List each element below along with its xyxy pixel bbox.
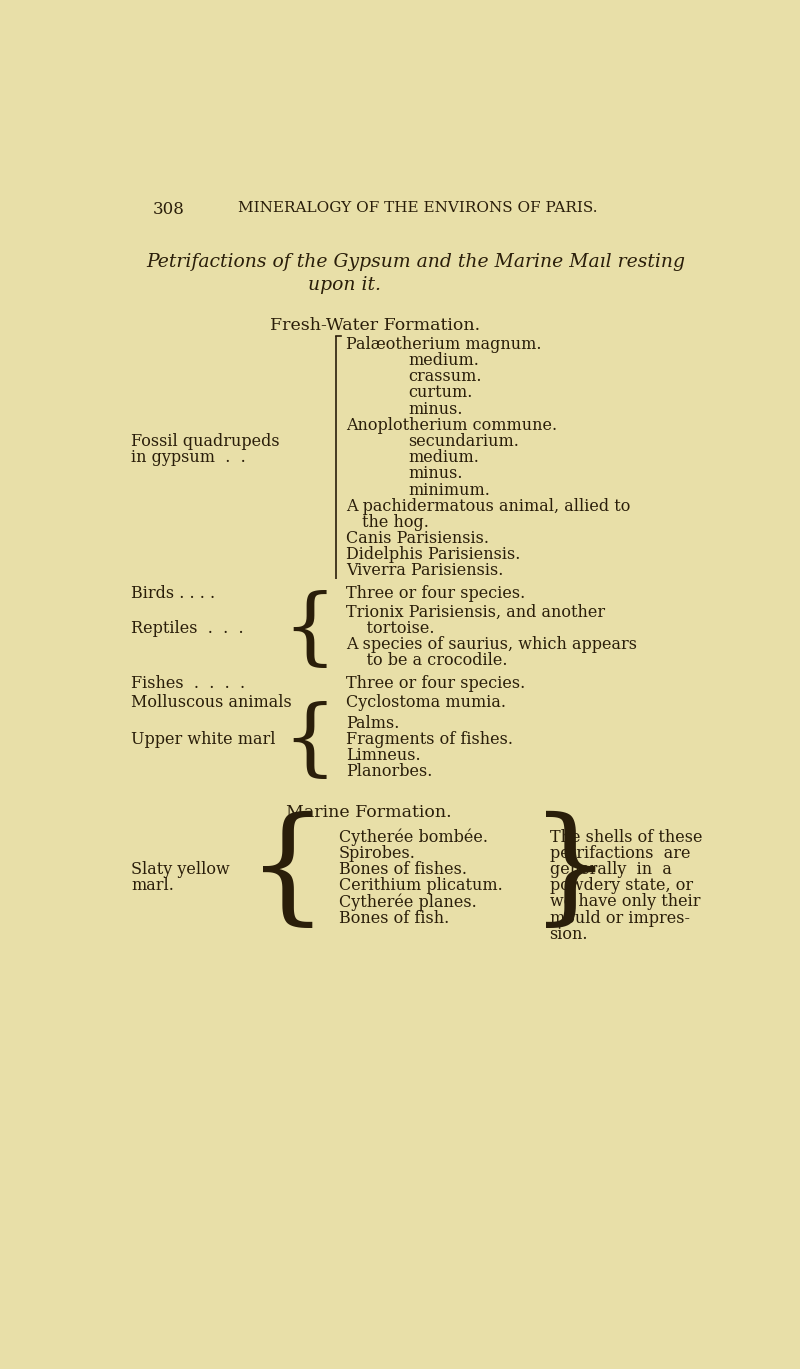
Text: A pachidermatous animal, allied to: A pachidermatous animal, allied to [346,498,631,515]
Text: }: } [530,810,611,935]
Text: marl.: marl. [131,878,174,894]
Text: medium.: medium. [409,352,479,370]
Text: minus.: minus. [409,401,463,418]
Text: Fishes  .  .  .  .: Fishes . . . . [131,675,245,691]
Text: Anoplotherium commune.: Anoplotherium commune. [346,416,558,434]
Text: Marine Formation.: Marine Formation. [286,804,452,821]
Text: minimum.: minimum. [409,482,490,498]
Text: curtum.: curtum. [409,385,473,401]
Text: the hog.: the hog. [362,513,429,531]
Text: Didelphis Parisiensis.: Didelphis Parisiensis. [346,546,521,563]
Text: Three or four species.: Three or four species. [346,585,526,602]
Text: we have only their: we have only their [550,894,700,910]
Text: mould or impres-: mould or impres- [550,909,690,927]
Text: Fragments of fishes.: Fragments of fishes. [346,731,514,747]
Text: Cytherée planes.: Cytherée planes. [338,894,477,910]
Text: MINERALOGY OF THE ENVIRONS OF PARIS.: MINERALOGY OF THE ENVIRONS OF PARIS. [238,201,598,215]
Text: sion.: sion. [550,925,588,943]
Text: Three or four species.: Three or four species. [346,675,526,691]
Text: {: { [247,810,329,935]
Text: Bones of fish.: Bones of fish. [338,909,449,927]
Text: Viverra Parisiensis.: Viverra Parisiensis. [346,563,504,579]
Text: medium.: medium. [409,449,479,467]
Text: Spirobes.: Spirobes. [338,845,415,862]
Text: The shells of these: The shells of these [550,828,702,846]
Text: crassum.: crassum. [409,368,482,385]
Text: Reptiles  .  .  .: Reptiles . . . [131,620,244,637]
Text: Palæotherium magnum.: Palæotherium magnum. [346,335,542,353]
Text: powdery state, or: powdery state, or [550,878,693,894]
Text: in gypsum  .  .: in gypsum . . [131,449,246,467]
Text: Trionix Parisiensis, and another: Trionix Parisiensis, and another [346,604,606,622]
Text: Palms.: Palms. [346,715,400,732]
Text: {: { [282,590,336,672]
Text: generally  in  a: generally in a [550,861,671,878]
Text: tortoise.: tortoise. [346,620,435,637]
Text: petrifactions  are: petrifactions are [550,845,690,862]
Text: Bones of fishes.: Bones of fishes. [338,861,466,878]
Text: Upper white marl: Upper white marl [131,731,275,747]
Text: Birds . . . .: Birds . . . . [131,585,215,602]
Text: upon it.: upon it. [308,277,381,294]
Text: Fresh-Water Formation.: Fresh-Water Formation. [270,316,481,334]
Text: minus.: minus. [409,465,463,482]
Text: Limneus.: Limneus. [346,747,421,764]
Text: Cytherée bombée.: Cytherée bombée. [338,828,488,846]
Text: 308: 308 [153,201,185,218]
Text: Canis Parisiensis.: Canis Parisiensis. [346,530,490,548]
Text: secundarium.: secundarium. [409,433,519,450]
Text: to be a crocodile.: to be a crocodile. [346,653,508,669]
Text: A species of saurius, which appears: A species of saurius, which appears [346,637,638,653]
Text: Petrifactions of the Gypsum and the Marine Maıl resting: Petrifactions of the Gypsum and the Mari… [146,253,686,271]
Text: Cyclostoma mumia.: Cyclostoma mumia. [346,694,506,711]
Text: Slaty yellow: Slaty yellow [131,861,230,878]
Text: Planorbes.: Planorbes. [346,764,433,780]
Text: {: { [282,701,336,783]
Text: Cerithium plicatum.: Cerithium plicatum. [338,878,502,894]
Text: Molluscous animals: Molluscous animals [131,694,292,711]
Text: Fossil quadrupeds: Fossil quadrupeds [131,433,280,450]
